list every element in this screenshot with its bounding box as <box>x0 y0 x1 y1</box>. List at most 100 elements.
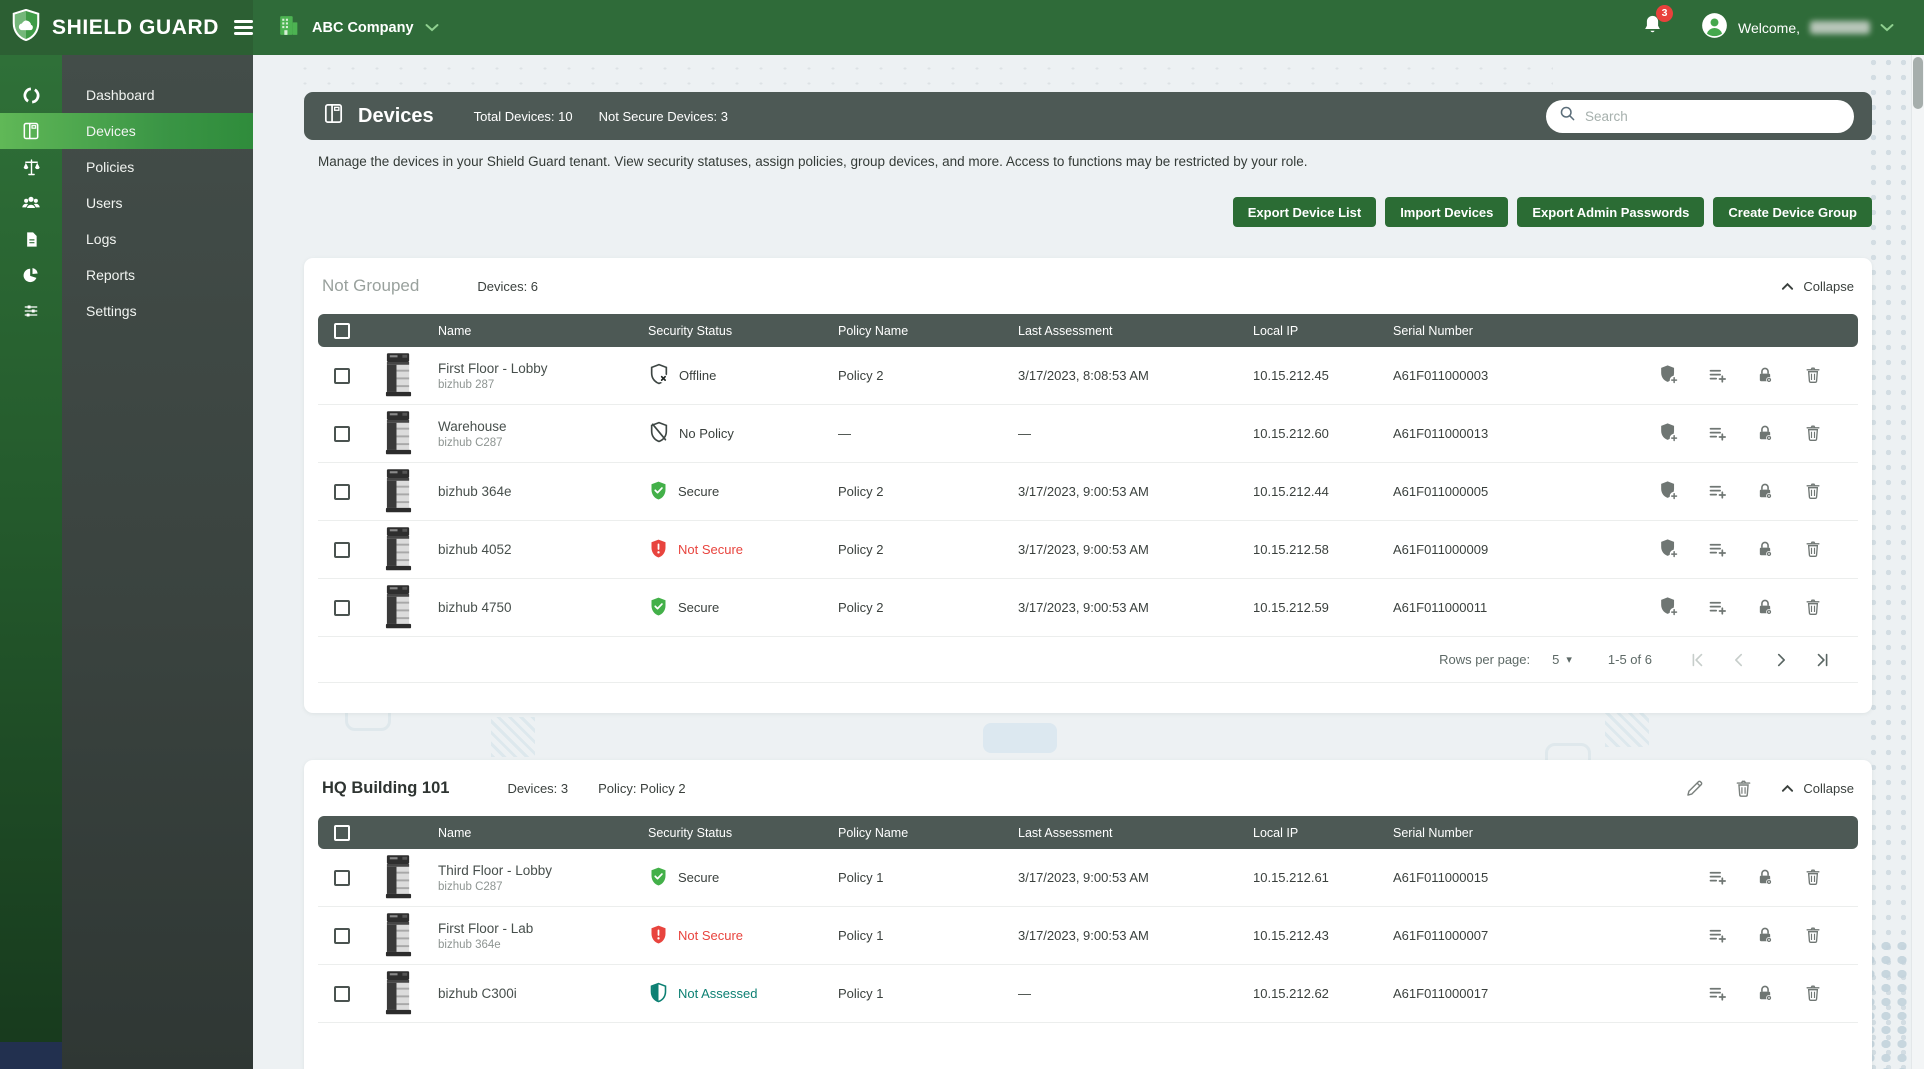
assign-policy-button[interactable] <box>1707 867 1728 888</box>
select-all-checkbox[interactable] <box>334 824 350 841</box>
sidebar-item-label: Policies <box>86 159 135 175</box>
search-icon <box>1559 105 1576 127</box>
device-name[interactable]: Warehouse <box>438 418 507 434</box>
scrollbar[interactable] <box>1911 55 1924 1069</box>
admin-password-button[interactable] <box>1755 423 1776 444</box>
column-header-name: Name <box>438 323 472 338</box>
delete-group-button[interactable] <box>1732 777 1754 799</box>
menu-toggle-button[interactable] <box>234 20 254 35</box>
collapse-button[interactable]: Collapse <box>1781 781 1854 796</box>
admin-password-button[interactable] <box>1755 597 1776 618</box>
last-assessment: 3/17/2023, 9:00:53 AM <box>1018 928 1149 943</box>
last-assessment: 3/17/2023, 8:08:53 AM <box>1018 368 1149 383</box>
assign-policy-button[interactable] <box>1707 539 1728 560</box>
table-row: First Floor - Lobby bizhub 287 Offline Poli… <box>318 347 1858 405</box>
last-assessment: — <box>1018 426 1031 441</box>
assign-policy-button[interactable] <box>1707 481 1728 502</box>
company-selector[interactable]: ABC Company <box>276 13 439 42</box>
device-name[interactable]: bizhub C300i <box>438 986 517 1001</box>
assign-policy-button[interactable] <box>1707 925 1728 946</box>
assign-group-button[interactable] <box>1659 365 1680 386</box>
admin-password-button[interactable] <box>1755 983 1776 1004</box>
row-checkbox[interactable] <box>334 985 350 1002</box>
device-name[interactable]: First Floor - Lab <box>438 920 534 936</box>
device-name[interactable]: bizhub 364e <box>438 484 512 499</box>
delete-device-button[interactable] <box>1803 867 1824 888</box>
first-page-button[interactable] <box>1688 651 1706 669</box>
sidebar-item-label: Users <box>86 195 123 211</box>
row-checkbox[interactable] <box>334 483 350 500</box>
bell-icon <box>1642 15 1663 41</box>
delete-device-button[interactable] <box>1803 423 1824 444</box>
last-assessment: 3/17/2023, 9:00:53 AM <box>1018 600 1149 615</box>
sidebar-item-reports[interactable]: Reports <box>0 257 253 293</box>
row-checkbox[interactable] <box>334 927 350 944</box>
assign-policy-button[interactable] <box>1707 597 1728 618</box>
logs-icon <box>0 230 62 249</box>
delete-device-button[interactable] <box>1803 597 1824 618</box>
admin-password-button[interactable] <box>1755 925 1776 946</box>
next-page-button[interactable] <box>1772 651 1790 669</box>
sidebar-item-policies[interactable]: Policies <box>0 149 253 185</box>
sidebar-item-logs[interactable]: Logs <box>0 221 253 257</box>
assign-group-button[interactable] <box>1659 597 1680 618</box>
company-name: ABC Company <box>312 19 414 36</box>
sidebar-item-users[interactable]: Users <box>0 185 253 221</box>
background-pattern <box>1866 55 1906 1069</box>
page-description: Manage the devices in your Shield Guard … <box>318 154 1308 169</box>
rows-per-page-value: 5 <box>1552 652 1560 667</box>
device-model: bizhub 364e <box>438 938 501 951</box>
assign-group-button[interactable] <box>1659 539 1680 560</box>
caret-down-icon: ▾ <box>1566 654 1572 666</box>
last-assessment: 3/17/2023, 9:00:53 AM <box>1018 542 1149 557</box>
admin-password-button[interactable] <box>1755 539 1776 560</box>
sidebar-item-label: Logs <box>86 231 117 247</box>
assign-group-button[interactable] <box>1659 481 1680 502</box>
assign-policy-button[interactable] <box>1707 423 1728 444</box>
notifications-button[interactable]: 3 <box>1642 5 1674 42</box>
delete-device-button[interactable] <box>1803 481 1824 502</box>
device-name[interactable]: bizhub 4750 <box>438 600 512 615</box>
create-device-group-button[interactable]: Create Device Group <box>1713 197 1872 227</box>
total-devices-stat: Total Devices: 10 <box>473 108 573 124</box>
chevron-up-icon <box>1781 781 1794 796</box>
table-row: bizhub C300i Not Assessed Policy 1 — 10.15.2… <box>318 965 1858 1023</box>
previous-page-button[interactable] <box>1730 651 1748 669</box>
device-name[interactable]: bizhub 4052 <box>438 542 512 557</box>
delete-device-button[interactable] <box>1803 983 1824 1004</box>
collapse-button[interactable]: Collapse <box>1781 279 1854 294</box>
sidebar-item-settings[interactable]: Settings <box>0 293 253 329</box>
sidebar-item-devices[interactable]: Devices <box>0 113 253 149</box>
assign-policy-button[interactable] <box>1707 365 1728 386</box>
admin-password-button[interactable] <box>1755 481 1776 502</box>
row-checkbox[interactable] <box>334 541 350 558</box>
assign-policy-button[interactable] <box>1707 983 1728 1004</box>
device-name[interactable]: First Floor - Lobby <box>438 360 548 376</box>
select-all-checkbox[interactable] <box>334 322 350 339</box>
sidebar-item-dashboard[interactable]: Dashboard <box>0 77 253 113</box>
export-admin-passwords-button[interactable]: Export Admin Passwords <box>1517 197 1705 227</box>
admin-password-button[interactable] <box>1755 365 1776 386</box>
last-page-button[interactable] <box>1814 651 1832 669</box>
row-checkbox[interactable] <box>334 599 350 616</box>
delete-device-button[interactable] <box>1803 365 1824 386</box>
scrollbar-thumb[interactable] <box>1913 57 1923 109</box>
user-menu[interactable]: Welcome, <box>1701 12 1894 44</box>
row-checkbox[interactable] <box>334 869 350 886</box>
search-input[interactable] <box>1585 108 1841 124</box>
row-checkbox[interactable] <box>334 425 350 442</box>
admin-password-button[interactable] <box>1755 867 1776 888</box>
export-device-list-button[interactable]: Export Device List <box>1232 197 1377 227</box>
delete-device-button[interactable] <box>1803 539 1824 560</box>
group-policy-label: Policy: Policy 2 <box>598 780 686 796</box>
delete-device-button[interactable] <box>1803 925 1824 946</box>
row-checkbox[interactable] <box>334 367 350 384</box>
device-name[interactable]: Third Floor - Lobby <box>438 862 553 878</box>
assign-group-button[interactable] <box>1659 423 1680 444</box>
import-devices-button[interactable]: Import Devices <box>1385 197 1509 227</box>
edit-group-button[interactable] <box>1683 777 1705 799</box>
rows-per-page-select[interactable]: 5 ▾ <box>1552 652 1572 667</box>
device-thumbnail <box>366 584 430 631</box>
serial-number: A61F011000015 <box>1393 870 1489 885</box>
chevron-down-icon <box>425 20 439 36</box>
